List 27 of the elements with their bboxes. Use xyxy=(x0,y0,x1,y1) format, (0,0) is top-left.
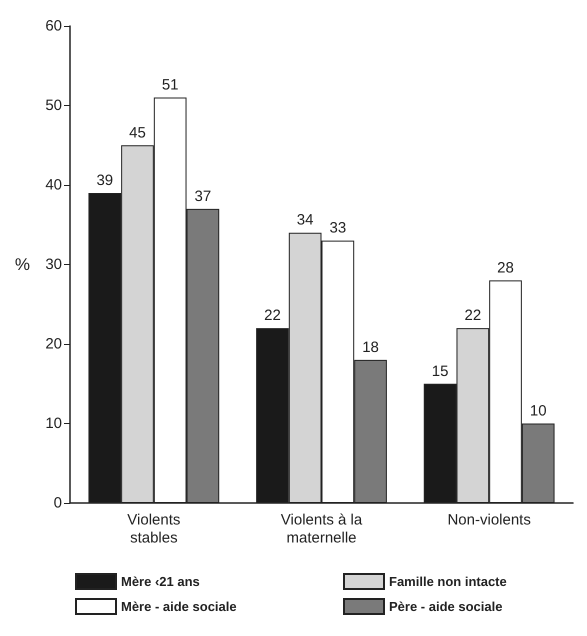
data-label: 10 xyxy=(530,402,547,420)
data-label: 15 xyxy=(432,362,448,380)
y-tick-label: 0 xyxy=(54,494,62,512)
x-tick-label: Non-violents xyxy=(447,512,531,528)
y-tick-label: 50 xyxy=(45,97,62,114)
data-label: 33 xyxy=(330,220,346,237)
x-tick-label: Violents stables xyxy=(127,512,180,546)
y-tick-label: 30 xyxy=(45,256,62,273)
y-axis-title: % xyxy=(14,255,30,274)
legend-label: Mère ‹21 ans xyxy=(121,574,200,589)
data-label: 37 xyxy=(194,188,212,205)
legend-label: Père - aide sociale xyxy=(389,599,502,614)
data-label: 45 xyxy=(129,124,146,142)
data-label: 18 xyxy=(362,338,379,356)
data-label: 39 xyxy=(96,172,114,189)
data-label: 51 xyxy=(162,76,179,94)
y-tick-label: 40 xyxy=(45,176,62,194)
data-label: 28 xyxy=(497,259,514,276)
data-label: 34 xyxy=(296,212,314,229)
data-label: 22 xyxy=(464,307,482,324)
legend-label: Mère - aide sociale xyxy=(121,599,237,614)
y-tick-label: 20 xyxy=(45,336,62,352)
data-label: 22 xyxy=(264,307,281,324)
y-tick-label: 10 xyxy=(45,415,62,432)
legend-label: Famille non intacte xyxy=(389,574,507,589)
y-tick-label: 60 xyxy=(45,18,62,34)
x-tick-label: Violents à la maternelle xyxy=(280,512,363,546)
